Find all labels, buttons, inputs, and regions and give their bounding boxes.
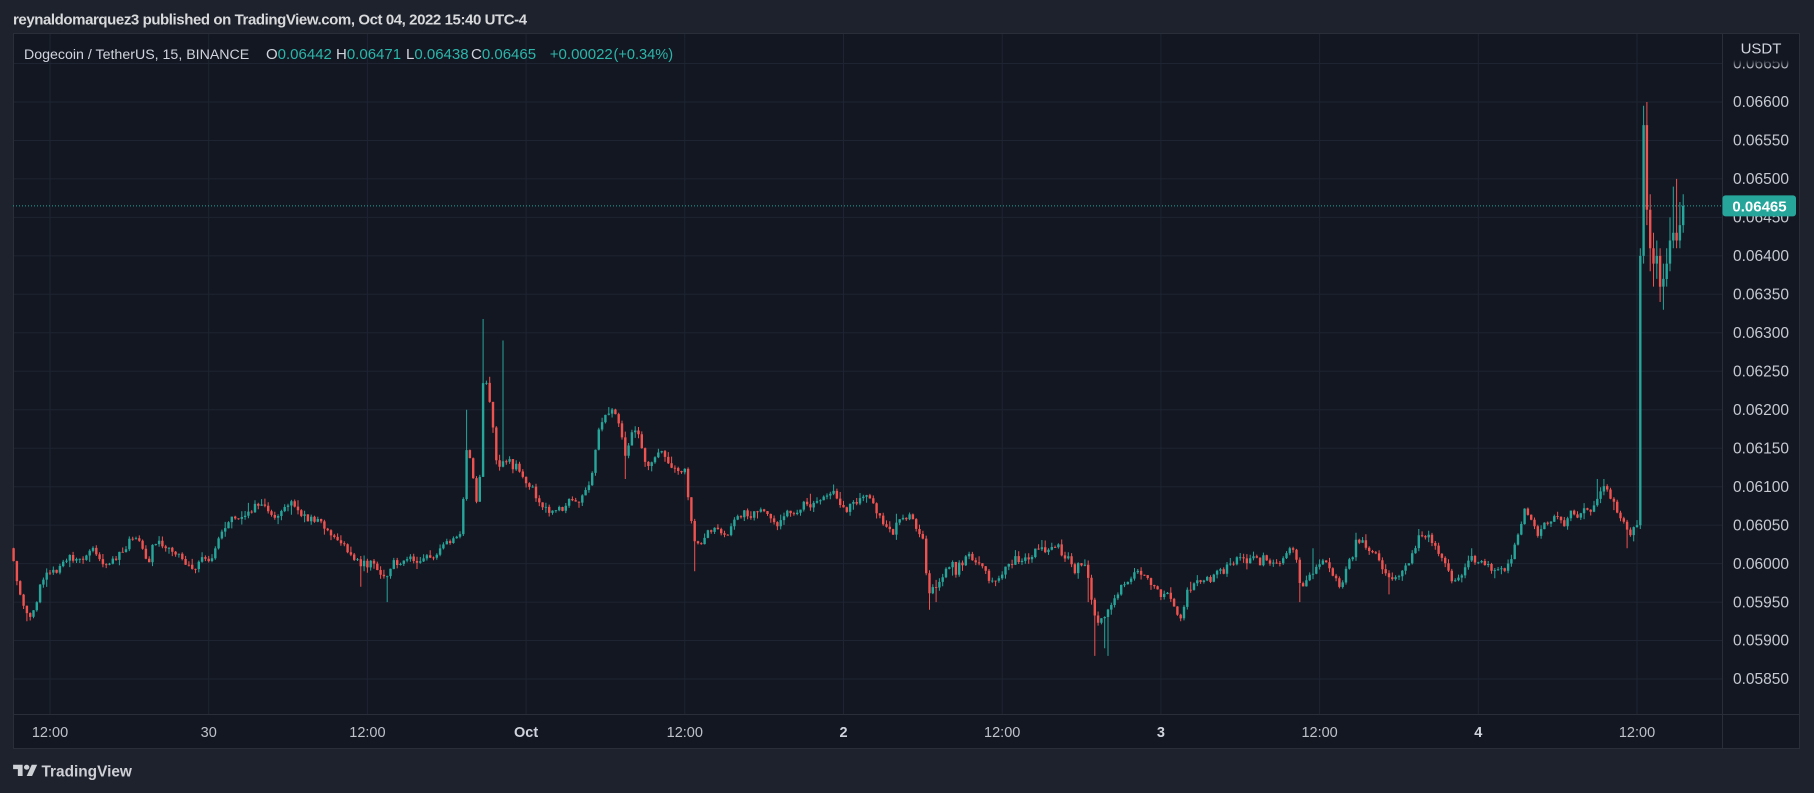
svg-text:12:00: 12:00 xyxy=(32,725,68,741)
svg-text:0.06400: 0.06400 xyxy=(1733,248,1789,265)
svg-text:0.06465: 0.06465 xyxy=(1732,198,1786,215)
svg-text:0.06500: 0.06500 xyxy=(1733,171,1789,188)
svg-text:0.06600: 0.06600 xyxy=(1733,94,1789,111)
svg-text:12:00: 12:00 xyxy=(1301,725,1337,741)
svg-text:Oct: Oct xyxy=(514,725,538,741)
svg-text:0.06300: 0.06300 xyxy=(1733,325,1789,342)
svg-text:TradingView: TradingView xyxy=(42,764,132,781)
svg-text:0.05850: 0.05850 xyxy=(1733,671,1789,688)
svg-text:0.06100: 0.06100 xyxy=(1733,479,1789,496)
svg-text:0.05950: 0.05950 xyxy=(1733,594,1789,611)
svg-text:reynaldomarquez3 published on: reynaldomarquez3 published on TradingVie… xyxy=(13,12,528,29)
svg-text:0.06000: 0.06000 xyxy=(1733,556,1789,573)
svg-text:4: 4 xyxy=(1474,725,1482,741)
svg-text:Dogecoin / TetherUS, 15, BINAN: Dogecoin / TetherUS, 15, BINANCE O0.06442… xyxy=(24,46,673,63)
svg-text:0.06250: 0.06250 xyxy=(1733,364,1789,381)
svg-text:12:00: 12:00 xyxy=(1619,725,1655,741)
svg-text:12:00: 12:00 xyxy=(349,725,385,741)
svg-text:0.06550: 0.06550 xyxy=(1733,133,1789,150)
svg-text:0.06150: 0.06150 xyxy=(1733,440,1789,457)
svg-text:3: 3 xyxy=(1157,725,1165,741)
svg-text:12:00: 12:00 xyxy=(984,725,1020,741)
svg-text:2: 2 xyxy=(839,725,847,741)
svg-text:USDT: USDT xyxy=(1741,41,1782,58)
svg-text:12:00: 12:00 xyxy=(667,725,703,741)
svg-text:0.06350: 0.06350 xyxy=(1733,287,1789,304)
svg-text:30: 30 xyxy=(201,725,217,741)
svg-text:0.06050: 0.06050 xyxy=(1733,517,1789,534)
svg-text:0.05900: 0.05900 xyxy=(1733,633,1789,650)
svg-text:0.06200: 0.06200 xyxy=(1733,402,1789,419)
